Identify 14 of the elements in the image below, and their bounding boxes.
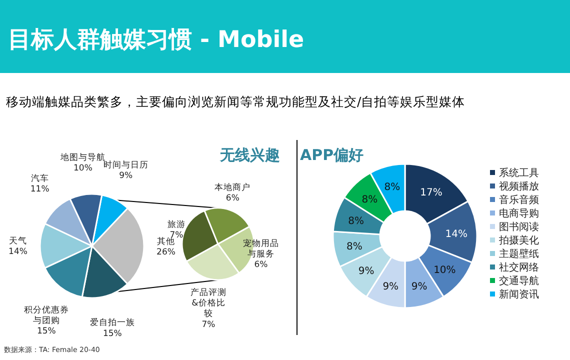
legend-label: 电商导购 [499, 208, 539, 220]
legend-label: 交通导航 [499, 275, 539, 287]
legend-label: 新闻资讯 [499, 288, 539, 300]
legend-label: 拍摄美化 [498, 234, 539, 246]
legend-label: 视频播放 [499, 180, 539, 192]
legend-label: 主题壁纸 [499, 248, 539, 260]
chart-title: 无线兴趣 [219, 146, 280, 164]
legend-label: 系统工具 [499, 167, 539, 179]
chart-title: APP偏好 [300, 146, 364, 164]
legend-label: 图书阅读 [499, 221, 539, 233]
legend-label: 音乐音频 [499, 194, 539, 206]
legend-label: 社交网络 [499, 262, 539, 274]
text: 目标人群触媒习惯 - Mobile [8, 27, 304, 53]
text: 移动端触媒品类繁多，主要偏向浏览新闻等常规功能型及社交/自拍等娱乐型媒体 [6, 94, 466, 109]
